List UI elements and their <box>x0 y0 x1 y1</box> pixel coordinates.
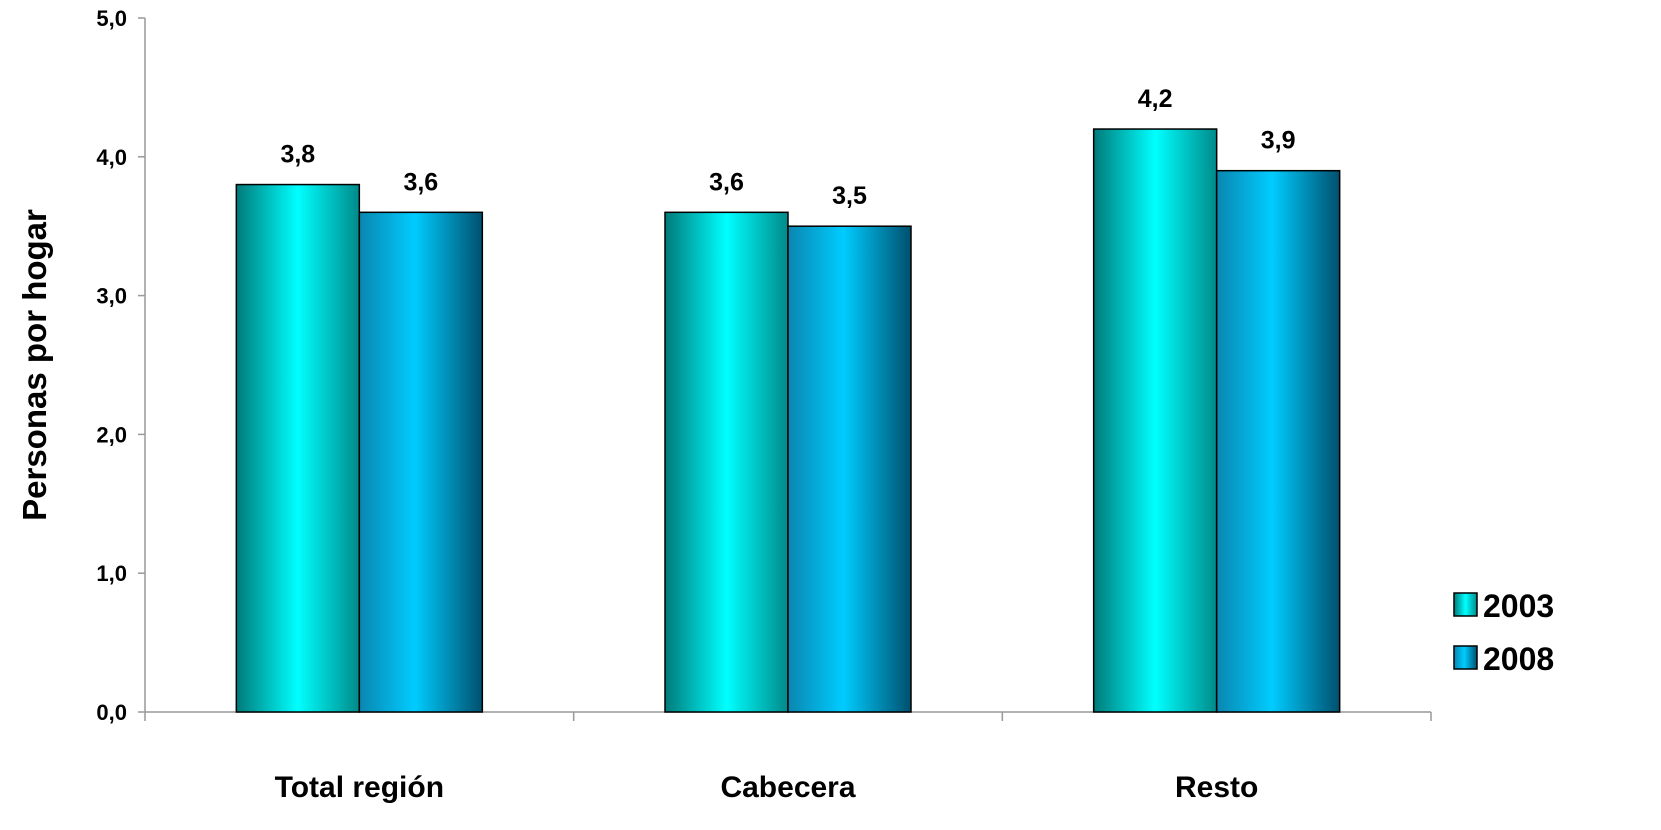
legend-swatch <box>1453 592 1478 617</box>
y-tick-label: 1,0 <box>96 561 127 586</box>
legend: 2003 2008 <box>1453 588 1554 677</box>
data-label: 3,5 <box>832 182 867 210</box>
data-label: 3,8 <box>280 141 315 169</box>
x-tick-label: Total región <box>275 771 444 804</box>
data-label: 4,2 <box>1138 85 1173 113</box>
y-tick-label: 0,0 <box>96 700 127 725</box>
data-label: 3,9 <box>1261 127 1296 155</box>
y-tick-label: 5,0 <box>96 6 127 31</box>
legend-label: 2008 <box>1483 641 1554 677</box>
bar-2003 <box>1092 128 1218 713</box>
axes: 0,0 1,0 2,0 3,0 4,0 5,0 Total región Cabecera Re… <box>96 6 1432 804</box>
y-tick-label: 4,0 <box>96 145 127 170</box>
legend-label: 2003 <box>1483 588 1554 624</box>
bar-2008 <box>1215 169 1341 713</box>
y-tick-label: 3,0 <box>96 284 127 309</box>
data-labels: 3,8 3,6 4,2 3,6 3,5 3,9 <box>280 85 1295 210</box>
bar-2008 <box>787 225 912 713</box>
bar-2003 <box>235 183 361 713</box>
data-label: 3,6 <box>709 168 744 196</box>
legend-swatch <box>1453 645 1478 670</box>
x-tick-label: Cabecera <box>720 771 855 804</box>
bars <box>235 128 1341 713</box>
bar-2008 <box>358 211 484 713</box>
bar-2003 <box>664 211 789 713</box>
data-label: 3,6 <box>403 168 438 196</box>
x-tick-label: Resto <box>1175 771 1258 804</box>
y-tick-label: 2,0 <box>96 422 127 447</box>
y-axis-title: Personas por hogar <box>16 209 53 521</box>
